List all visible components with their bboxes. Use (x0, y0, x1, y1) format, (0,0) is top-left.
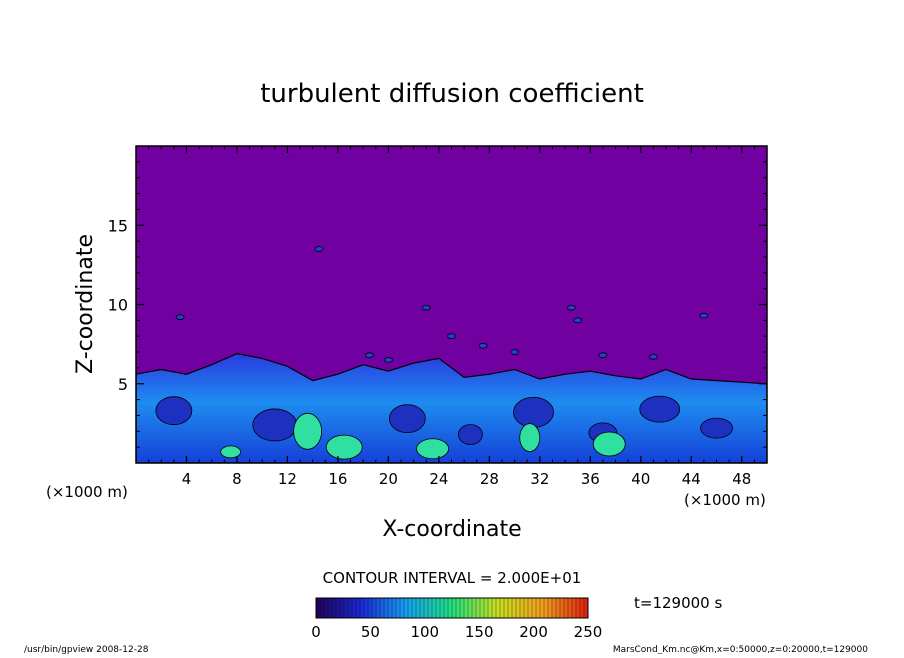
colorbar-tick-label: 200 (519, 623, 548, 641)
y-tick-label: 5 (118, 375, 128, 394)
footer-program: /usr/bin/gpview 2008-12-28 (24, 645, 149, 654)
plot-area (135, 145, 768, 464)
detached-eddy (383, 357, 393, 363)
eddy (388, 404, 426, 434)
x-tick-label: 20 (379, 470, 398, 488)
x-tick-label: 40 (631, 470, 650, 488)
eddy (639, 395, 681, 423)
x-unit-right: (×1000 m) (684, 491, 766, 509)
high-diffusion-patch (325, 434, 363, 460)
time-label: t=129000 s (634, 594, 722, 612)
x-unit-left: (×1000 m) (46, 483, 128, 501)
x-axis-label: X-coordinate (382, 517, 521, 542)
detached-eddy (447, 333, 456, 340)
detached-eddy (598, 352, 608, 359)
high-diffusion-patch (293, 412, 323, 450)
turbulent-layer-details (155, 246, 733, 460)
x-tick-label: 24 (429, 470, 448, 488)
detached-eddy (175, 314, 185, 320)
high-diffusion-patch (416, 438, 449, 460)
footer-file: MarsCond_Km.nc@Km,x=0:50000,z=0:20000,t=… (613, 645, 868, 654)
y-tick-label: 10 (108, 296, 128, 315)
detached-eddy (699, 312, 709, 319)
x-tick-label: 36 (581, 470, 600, 488)
detached-eddy (314, 246, 324, 252)
y-axis-label: Z-coordinate (73, 234, 98, 374)
detached-eddy (365, 352, 374, 359)
x-tick-label: 28 (480, 470, 499, 488)
high-diffusion-patch (519, 423, 541, 453)
x-tick-label: 8 (232, 470, 242, 488)
detached-eddy (478, 342, 488, 349)
eddy (252, 408, 298, 442)
x-axis: 4 8 12 16 20 24 28 32 36 40 44 48 (148, 146, 755, 488)
detached-eddy (649, 354, 658, 360)
colorbar-tick-label: 100 (410, 623, 439, 641)
eddy (700, 417, 733, 439)
detached-eddy (566, 304, 576, 311)
eddy (458, 424, 483, 445)
colorbar: 0 50 100 150 200 250 (311, 597, 603, 641)
colorbar-tick-label: 50 (361, 623, 380, 641)
x-tick-label: 4 (182, 470, 192, 488)
high-diffusion-patch (592, 431, 626, 457)
detached-eddy (573, 317, 583, 324)
x-tick-label: 32 (530, 470, 549, 488)
x-tick-label: 16 (328, 470, 347, 488)
y-tick-label: 15 (108, 216, 128, 235)
colorbar-tick-label: 0 (311, 623, 321, 641)
colorbar-tick-label: 250 (574, 623, 603, 641)
x-tick-label: 44 (682, 470, 701, 488)
high-diffusion-patch (220, 445, 242, 459)
colorbar-tick-label: 150 (465, 623, 494, 641)
detached-eddy (421, 304, 431, 311)
x-tick-label: 48 (732, 470, 751, 488)
eddy (513, 396, 554, 428)
eddy (155, 396, 193, 426)
y-axis: 5 10 15 (108, 161, 767, 448)
x-tick-label: 12 (278, 470, 297, 488)
contour-interval: CONTOUR INTERVAL = 2.000E+01 (323, 569, 582, 587)
detached-eddy (510, 349, 519, 355)
chart-title: turbulent diffusion coefficient (260, 79, 644, 109)
